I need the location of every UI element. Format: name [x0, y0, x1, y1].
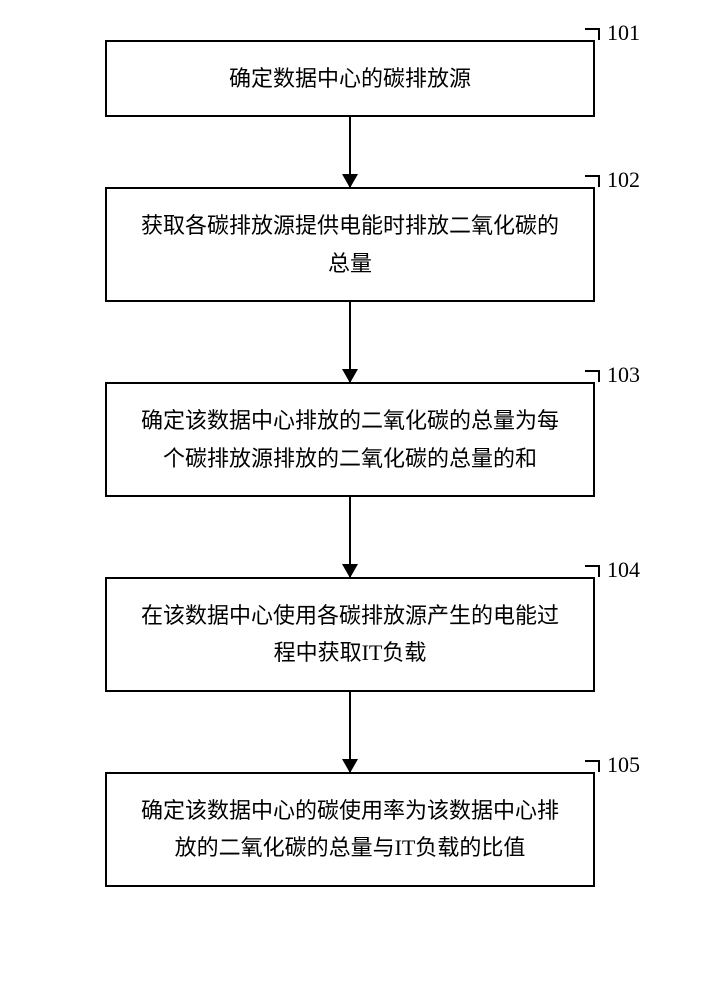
step-text: 在该数据中心使用各碳排放源产生的电能过程中获取IT负载	[137, 597, 563, 672]
step-text: 确定该数据中心的碳使用率为该数据中心排放的二氧化碳的总量与IT负载的比值	[137, 792, 563, 867]
label-connector-horiz	[585, 370, 600, 372]
flowchart-container: 101 确定数据中心的碳排放源 102 获取各碳排放源提供电能时排放二氧化碳的总…	[70, 40, 630, 887]
step-text: 确定该数据中心排放的二氧化碳的总量为每个碳排放源排放的二氧化碳的总量的和	[137, 402, 563, 477]
step-wrapper-105: 105 确定该数据中心的碳使用率为该数据中心排放的二氧化碳的总量与IT负载的比值	[70, 772, 630, 887]
step-box-103: 确定该数据中心排放的二氧化碳的总量为每个碳排放源排放的二氧化碳的总量的和	[105, 382, 595, 497]
step-wrapper-102: 102 获取各碳排放源提供电能时排放二氧化碳的总量	[70, 187, 630, 302]
step-wrapper-103: 103 确定该数据中心排放的二氧化碳的总量为每个碳排放源排放的二氧化碳的总量的和	[70, 382, 630, 497]
label-connector-horiz	[585, 565, 600, 567]
step-label-104: 104	[607, 557, 640, 583]
step-box-102: 获取各碳排放源提供电能时排放二氧化碳的总量	[105, 187, 595, 302]
arrow-4	[349, 692, 351, 772]
step-box-101: 确定数据中心的碳排放源	[105, 40, 595, 117]
step-label-103: 103	[607, 362, 640, 388]
arrow-1	[349, 117, 351, 187]
step-label-105: 105	[607, 752, 640, 778]
arrow-2	[349, 302, 351, 382]
step-text: 获取各碳排放源提供电能时排放二氧化碳的总量	[137, 207, 563, 282]
step-label-101: 101	[607, 20, 640, 46]
step-wrapper-101: 101 确定数据中心的碳排放源	[70, 40, 630, 117]
step-box-105: 确定该数据中心的碳使用率为该数据中心排放的二氧化碳的总量与IT负载的比值	[105, 772, 595, 887]
label-connector-horiz	[585, 760, 600, 762]
arrow-3	[349, 497, 351, 577]
label-connector-horiz	[585, 175, 600, 177]
step-label-102: 102	[607, 167, 640, 193]
step-box-104: 在该数据中心使用各碳排放源产生的电能过程中获取IT负载	[105, 577, 595, 692]
step-text: 确定数据中心的碳排放源	[229, 60, 471, 97]
step-wrapper-104: 104 在该数据中心使用各碳排放源产生的电能过程中获取IT负载	[70, 577, 630, 692]
label-connector-horiz	[585, 28, 600, 30]
